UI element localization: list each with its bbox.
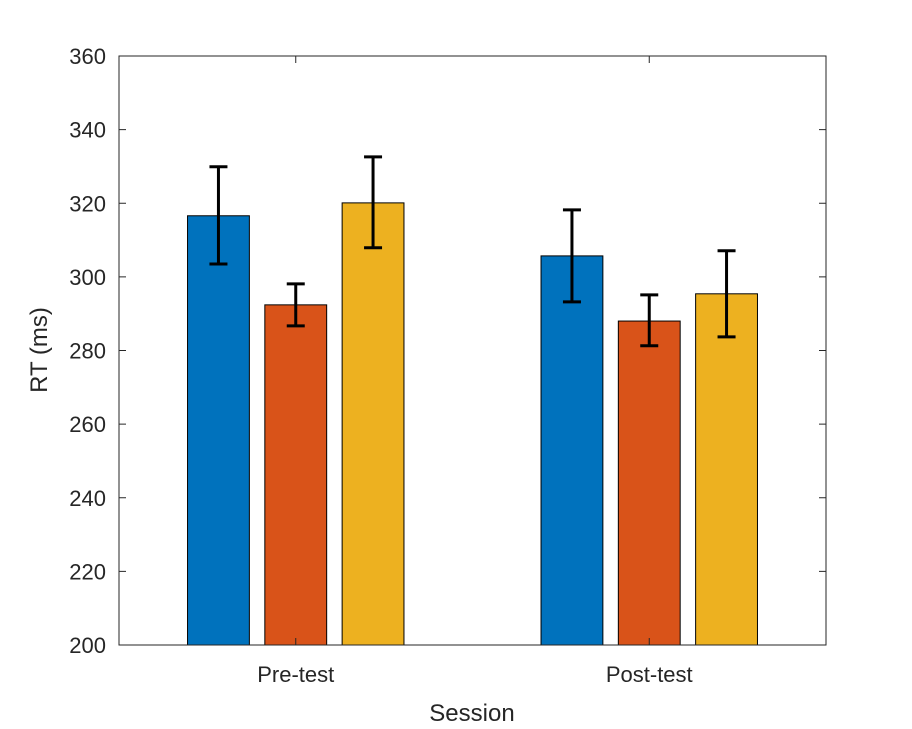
- x-tick-label: Pre-test: [257, 662, 334, 687]
- y-axis-title: RT (ms): [26, 307, 53, 393]
- bar-pre-test-series-3: [341, 202, 405, 646]
- error-bars-group: [209, 155, 736, 348]
- bar-post-test-series-1: [540, 255, 604, 646]
- error-bar-post-test-series-3: [717, 249, 736, 339]
- bars-group: [187, 202, 758, 646]
- error-bar-post-test-series-1: [562, 208, 581, 304]
- x-axis-ticks: Pre-test Post-test: [257, 56, 693, 687]
- y-tick-label: 200: [69, 633, 106, 658]
- error-bar-pre-test-series-3: [364, 155, 383, 250]
- error-bar-pre-test-series-1: [209, 165, 228, 266]
- y-tick-label: 280: [69, 339, 106, 364]
- y-tick-label: 320: [69, 191, 106, 216]
- bar-post-test-series-3: [695, 293, 758, 646]
- y-tick-label: 340: [69, 118, 106, 143]
- x-tick-label: Post-test: [606, 662, 693, 687]
- y-tick-label: 300: [69, 265, 106, 290]
- bar-post-test-series-2: [617, 320, 681, 646]
- x-axis-title: Session: [429, 700, 514, 727]
- y-tick-label: 240: [69, 486, 106, 511]
- bar-pre-test-series-1: [187, 215, 250, 646]
- y-tick-label: 220: [69, 559, 106, 584]
- error-bar-post-test-series-2: [640, 293, 659, 348]
- y-tick-label: 360: [69, 44, 106, 69]
- y-axis-ticks: 200 220 240 260 280 300 320 340 360: [69, 44, 826, 658]
- bar-pre-test-series-2: [264, 304, 328, 646]
- y-tick-label: 260: [69, 412, 106, 437]
- axes-box: [118, 55, 827, 646]
- error-bar-pre-test-series-2: [286, 282, 305, 328]
